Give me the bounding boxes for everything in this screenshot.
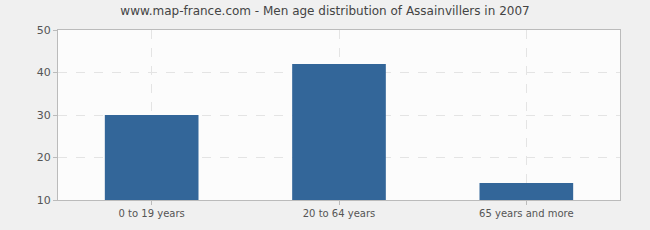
svg-text:50: 50 — [37, 24, 51, 37]
svg-text:20 to 64 years: 20 to 64 years — [303, 208, 376, 219]
svg-text:65 years and more: 65 years and more — [479, 208, 574, 219]
svg-text:30: 30 — [37, 109, 51, 122]
svg-text:40: 40 — [37, 66, 51, 79]
svg-text:0 to 19 years: 0 to 19 years — [119, 208, 185, 219]
svg-text:20: 20 — [37, 151, 51, 164]
svg-text:www.map-france.com - Men age d: www.map-france.com - Men age distributio… — [120, 4, 529, 18]
svg-text:10: 10 — [37, 194, 51, 207]
